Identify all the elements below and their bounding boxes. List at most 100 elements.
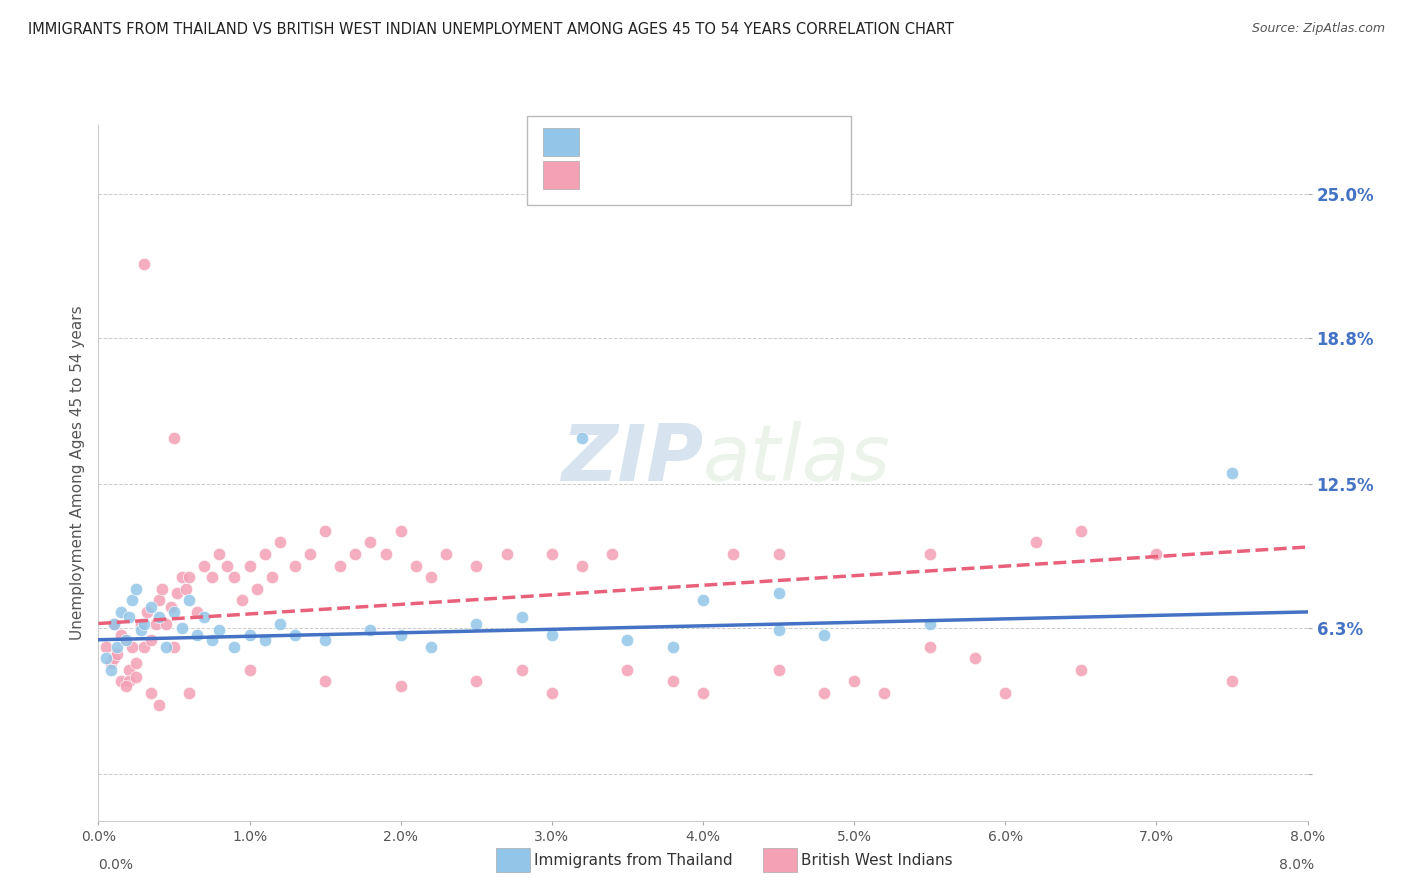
Point [1220,466,1243,480]
Point [231,593,253,607]
Point [224,570,246,584]
Point [148,609,170,624]
Text: N =: N = [682,133,716,147]
Text: 42: 42 [714,133,735,147]
Point [262,570,284,584]
Point [389,628,412,642]
Text: 8.0%: 8.0% [1279,858,1315,872]
Point [224,640,246,654]
Point [121,640,143,654]
Point [314,674,336,689]
Point [160,600,183,615]
Point [239,628,262,642]
Text: atlas: atlas [703,421,891,497]
Point [129,624,152,638]
Point [110,605,132,619]
Point [344,547,367,561]
Point [114,679,136,693]
Point [844,674,866,689]
Point [118,609,141,624]
Point [141,600,163,615]
Point [148,698,170,712]
Point [105,640,128,654]
Point [155,616,177,631]
Text: R =: R = [585,167,619,181]
Point [405,558,427,573]
Point [616,663,638,677]
Point [692,686,714,700]
Point [246,582,269,596]
Text: N =: N = [682,167,716,181]
Point [100,663,122,677]
Point [768,663,790,677]
Point [177,570,201,584]
Point [125,582,148,596]
Point [105,647,128,661]
Text: Source: ZipAtlas.com: Source: ZipAtlas.com [1251,22,1385,36]
Point [94,640,117,654]
Point [163,431,186,445]
Point [465,558,488,573]
Text: 0.0%: 0.0% [98,858,134,872]
Point [768,586,790,600]
Point [1070,524,1092,538]
Point [918,640,941,654]
Point [465,674,488,689]
Point [616,632,638,647]
Point [813,686,835,700]
Point [141,632,163,647]
Point [420,640,443,654]
Point [1144,547,1167,561]
Point [1070,663,1092,677]
Point [495,547,517,561]
Point [510,609,533,624]
Point [661,674,683,689]
Text: Immigrants from Thailand: Immigrants from Thailand [534,854,733,868]
Point [150,582,173,596]
Point [918,547,941,561]
Point [177,593,201,607]
Point [360,624,382,638]
Point [193,558,215,573]
Text: British West Indians: British West Indians [801,854,953,868]
Point [155,640,177,654]
Point [540,628,562,642]
Point [768,624,790,638]
Text: 0.118: 0.118 [621,133,669,147]
Point [692,593,714,607]
Point [465,616,488,631]
Point [125,670,148,684]
Point [132,257,155,271]
Point [114,632,136,647]
Point [215,558,238,573]
Point [170,621,193,635]
Point [329,558,352,573]
Point [94,651,117,665]
Point [374,547,396,561]
Point [135,605,157,619]
Point [103,651,125,665]
Point [298,547,321,561]
Point [965,651,987,665]
Point [813,628,835,642]
Point [768,547,790,561]
Point [571,558,593,573]
Text: ZIP: ZIP [561,421,703,497]
Y-axis label: Unemployment Among Ages 45 to 54 years: Unemployment Among Ages 45 to 54 years [69,305,84,640]
Text: R =: R = [585,133,619,147]
Point [314,632,336,647]
Point [420,570,443,584]
Point [239,663,262,677]
Point [193,609,215,624]
Point [129,616,152,631]
Text: 0.147: 0.147 [621,167,669,181]
Point [1220,674,1243,689]
Point [177,686,201,700]
Point [510,663,533,677]
Point [1024,535,1046,549]
Point [132,640,155,654]
Point [110,628,132,642]
Point [269,535,291,549]
Point [118,663,141,677]
Point [284,628,307,642]
